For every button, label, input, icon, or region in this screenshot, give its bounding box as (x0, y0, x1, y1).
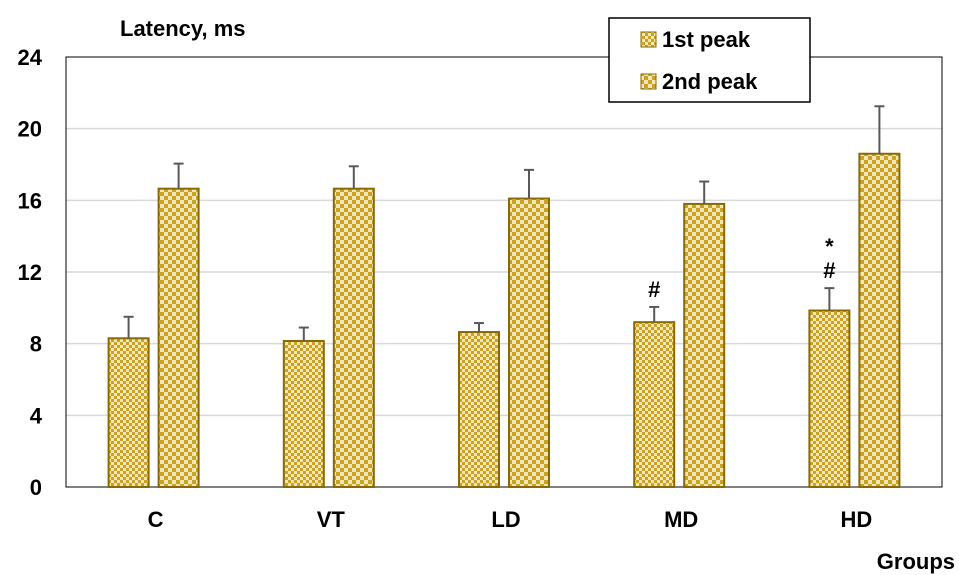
legend: 1st peak 2nd peak (608, 17, 811, 103)
y-tick-label: 4 (30, 403, 43, 428)
annotation-mark: # (823, 258, 835, 283)
plot-area (65, 56, 943, 488)
bar-2nd-peak (508, 197, 550, 489)
bar-1st-peak (808, 309, 851, 489)
legend-swatch-1st-peak (640, 31, 657, 48)
y-tick-label: 24 (18, 45, 43, 70)
legend-swatch-2nd-peak (640, 73, 657, 90)
x-tick-label: C (148, 507, 164, 532)
bar-2nd-peak (332, 187, 375, 488)
y-tick-label: 20 (18, 117, 42, 142)
x-tick-label: LD (491, 507, 520, 532)
y-tick-label: 8 (30, 332, 42, 357)
error-bars (123, 105, 885, 341)
x-tick-label: VT (317, 507, 346, 532)
legend-label-1st-peak: 1st peak (662, 27, 751, 52)
annotation-mark: * (825, 234, 834, 259)
gridlines (66, 127, 942, 417)
bars (107, 152, 901, 489)
bar-1st-peak (458, 331, 500, 489)
x-axis-label: Groups (877, 549, 955, 574)
annotations: #*# (648, 234, 835, 302)
y-tick-label: 12 (18, 260, 42, 285)
y-axis-ticks: 0 4 8 12 16 20 24 (18, 45, 43, 500)
y-axis-label: Latency, ms (120, 16, 246, 41)
bar-1st-peak (282, 339, 325, 488)
bar-2nd-peak (858, 152, 901, 488)
bar-1st-peak (633, 321, 676, 488)
y-tick-label: 0 (30, 475, 42, 500)
y-tick-label: 16 (18, 188, 42, 213)
annotation-mark: # (648, 277, 660, 302)
x-axis-ticks: C VT LD MD HD (148, 507, 873, 532)
bar-2nd-peak (683, 202, 726, 489)
x-tick-label: HD (841, 507, 873, 532)
bar-2nd-peak (157, 187, 200, 488)
x-tick-label: MD (664, 507, 698, 532)
legend-label-2nd-peak: 2nd peak (662, 69, 758, 94)
bar-1st-peak (107, 337, 150, 488)
